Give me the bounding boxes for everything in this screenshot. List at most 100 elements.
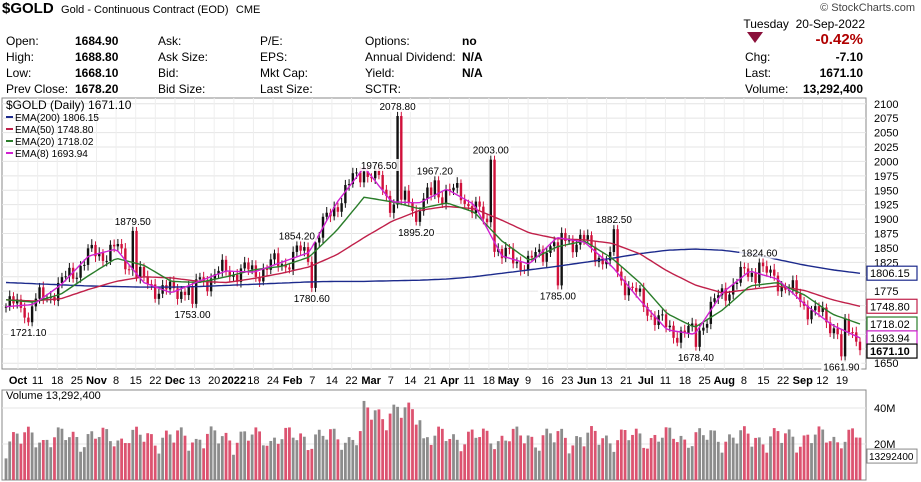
volume-bar [608,443,612,480]
volume-bar [660,437,664,480]
y-tick-label: 2050 [874,128,898,140]
volume-bar [239,431,243,480]
volume-bar [631,434,634,480]
volume-bar [623,430,627,480]
volume-bar [597,444,601,480]
annotation-bg [291,291,332,304]
price-candle-body [470,206,474,214]
price-candle-body [23,307,26,318]
volume-bar [366,407,370,480]
volume-legend: Volume 13,292,400 [6,390,101,402]
price-candle-body [60,277,64,283]
volume-bar [232,454,235,480]
price-candle-body [239,268,243,282]
volume-bar [605,435,608,480]
volume-bar [810,443,813,480]
volume-bar [802,435,806,480]
price-badge: 1718.02 [870,319,910,331]
volume-bar [586,432,590,480]
volume-bar [418,420,422,480]
price-candle-body [635,287,638,292]
price-candle-body [754,273,757,283]
price-candle-body [228,271,231,277]
volume-bar [205,433,209,480]
volume-bar [739,430,743,480]
volume-bar [38,442,41,480]
price-badge: 1671.10 [870,346,910,358]
volume-bar [642,447,646,480]
price-candle-body [672,325,675,338]
volume-bar [612,451,616,480]
price-candle-body [187,286,190,296]
price-candle-body [739,266,742,283]
x-tick-label: May [498,375,520,387]
price-candle-body [418,211,422,222]
x-tick-label: 7 [309,375,315,387]
price-candle-body [217,270,220,275]
volume-bar [601,438,605,480]
x-tick-label: 14 [326,375,338,387]
x-tick-label: 19 [836,375,848,387]
price-candle-body [250,265,254,270]
annotation-bg [470,143,511,156]
volume-bar [519,435,523,480]
price-candle-body [720,288,724,296]
x-tick-label: 20 [208,375,220,387]
x-tick-label: 2022 [222,375,246,387]
volume-bar [399,417,403,480]
price-candle-body [806,305,809,320]
quote-mid3-value: N/A [462,50,483,64]
volume-bar [228,440,232,480]
volume-bar [858,437,862,480]
volume-bar [41,440,45,480]
price-candle-body [459,182,463,201]
quote-right-label: Chg: [745,50,771,64]
price-candle-body [247,262,250,270]
volume-bar [470,429,474,480]
annotation-bg [593,213,634,226]
volume-bar [86,434,90,480]
price-candle-body [146,276,149,284]
volume-bar [340,449,344,480]
quote-mid2-label: Mkt Cap: [260,66,309,80]
price-candle-body [582,234,586,240]
x-tick-label: Dec [165,375,185,387]
price-candle-body [400,115,403,200]
price-candle-body [224,259,228,272]
description: Gold - Continuous Contract (EOD) [61,4,229,16]
x-tick-label: 22 [345,375,357,387]
price-candle-body [791,280,795,290]
price-candle-body [698,330,701,347]
volume-bar [761,444,765,480]
volume-bar [23,432,27,480]
volume-bar [854,437,858,480]
price-candle-body [310,261,313,288]
quote-mid3-label: Yield: [365,66,395,80]
x-tick-label: 12 [816,375,828,387]
ema-line [5,248,861,288]
volume-bar [295,440,299,480]
price-candle-body [116,243,120,247]
volume-bar [716,441,720,480]
price-candle-body [743,266,746,269]
price-candle-body [478,201,481,207]
price-candle-body [832,328,836,334]
volume-bar [194,438,198,480]
x-tick-label: 25 [699,375,711,387]
price-badge-frame [866,343,918,359]
price-candle-body [373,168,377,179]
volume-bar [638,433,642,480]
price-candle-body [489,159,493,223]
price-candle-body [627,286,630,296]
volume-bar [784,433,787,480]
price-candle-body [784,286,787,290]
price-candle-body [620,271,623,281]
quote-right-value: 1671.10 [819,66,863,80]
volume-bar [500,435,504,480]
volume-bar [440,428,444,480]
price-candle-body [232,274,235,277]
price-annotation: 1785.00 [540,291,577,302]
y-tick-label: 2100 [874,99,898,111]
volume-bar [209,426,213,480]
price-candle-body [351,173,355,185]
